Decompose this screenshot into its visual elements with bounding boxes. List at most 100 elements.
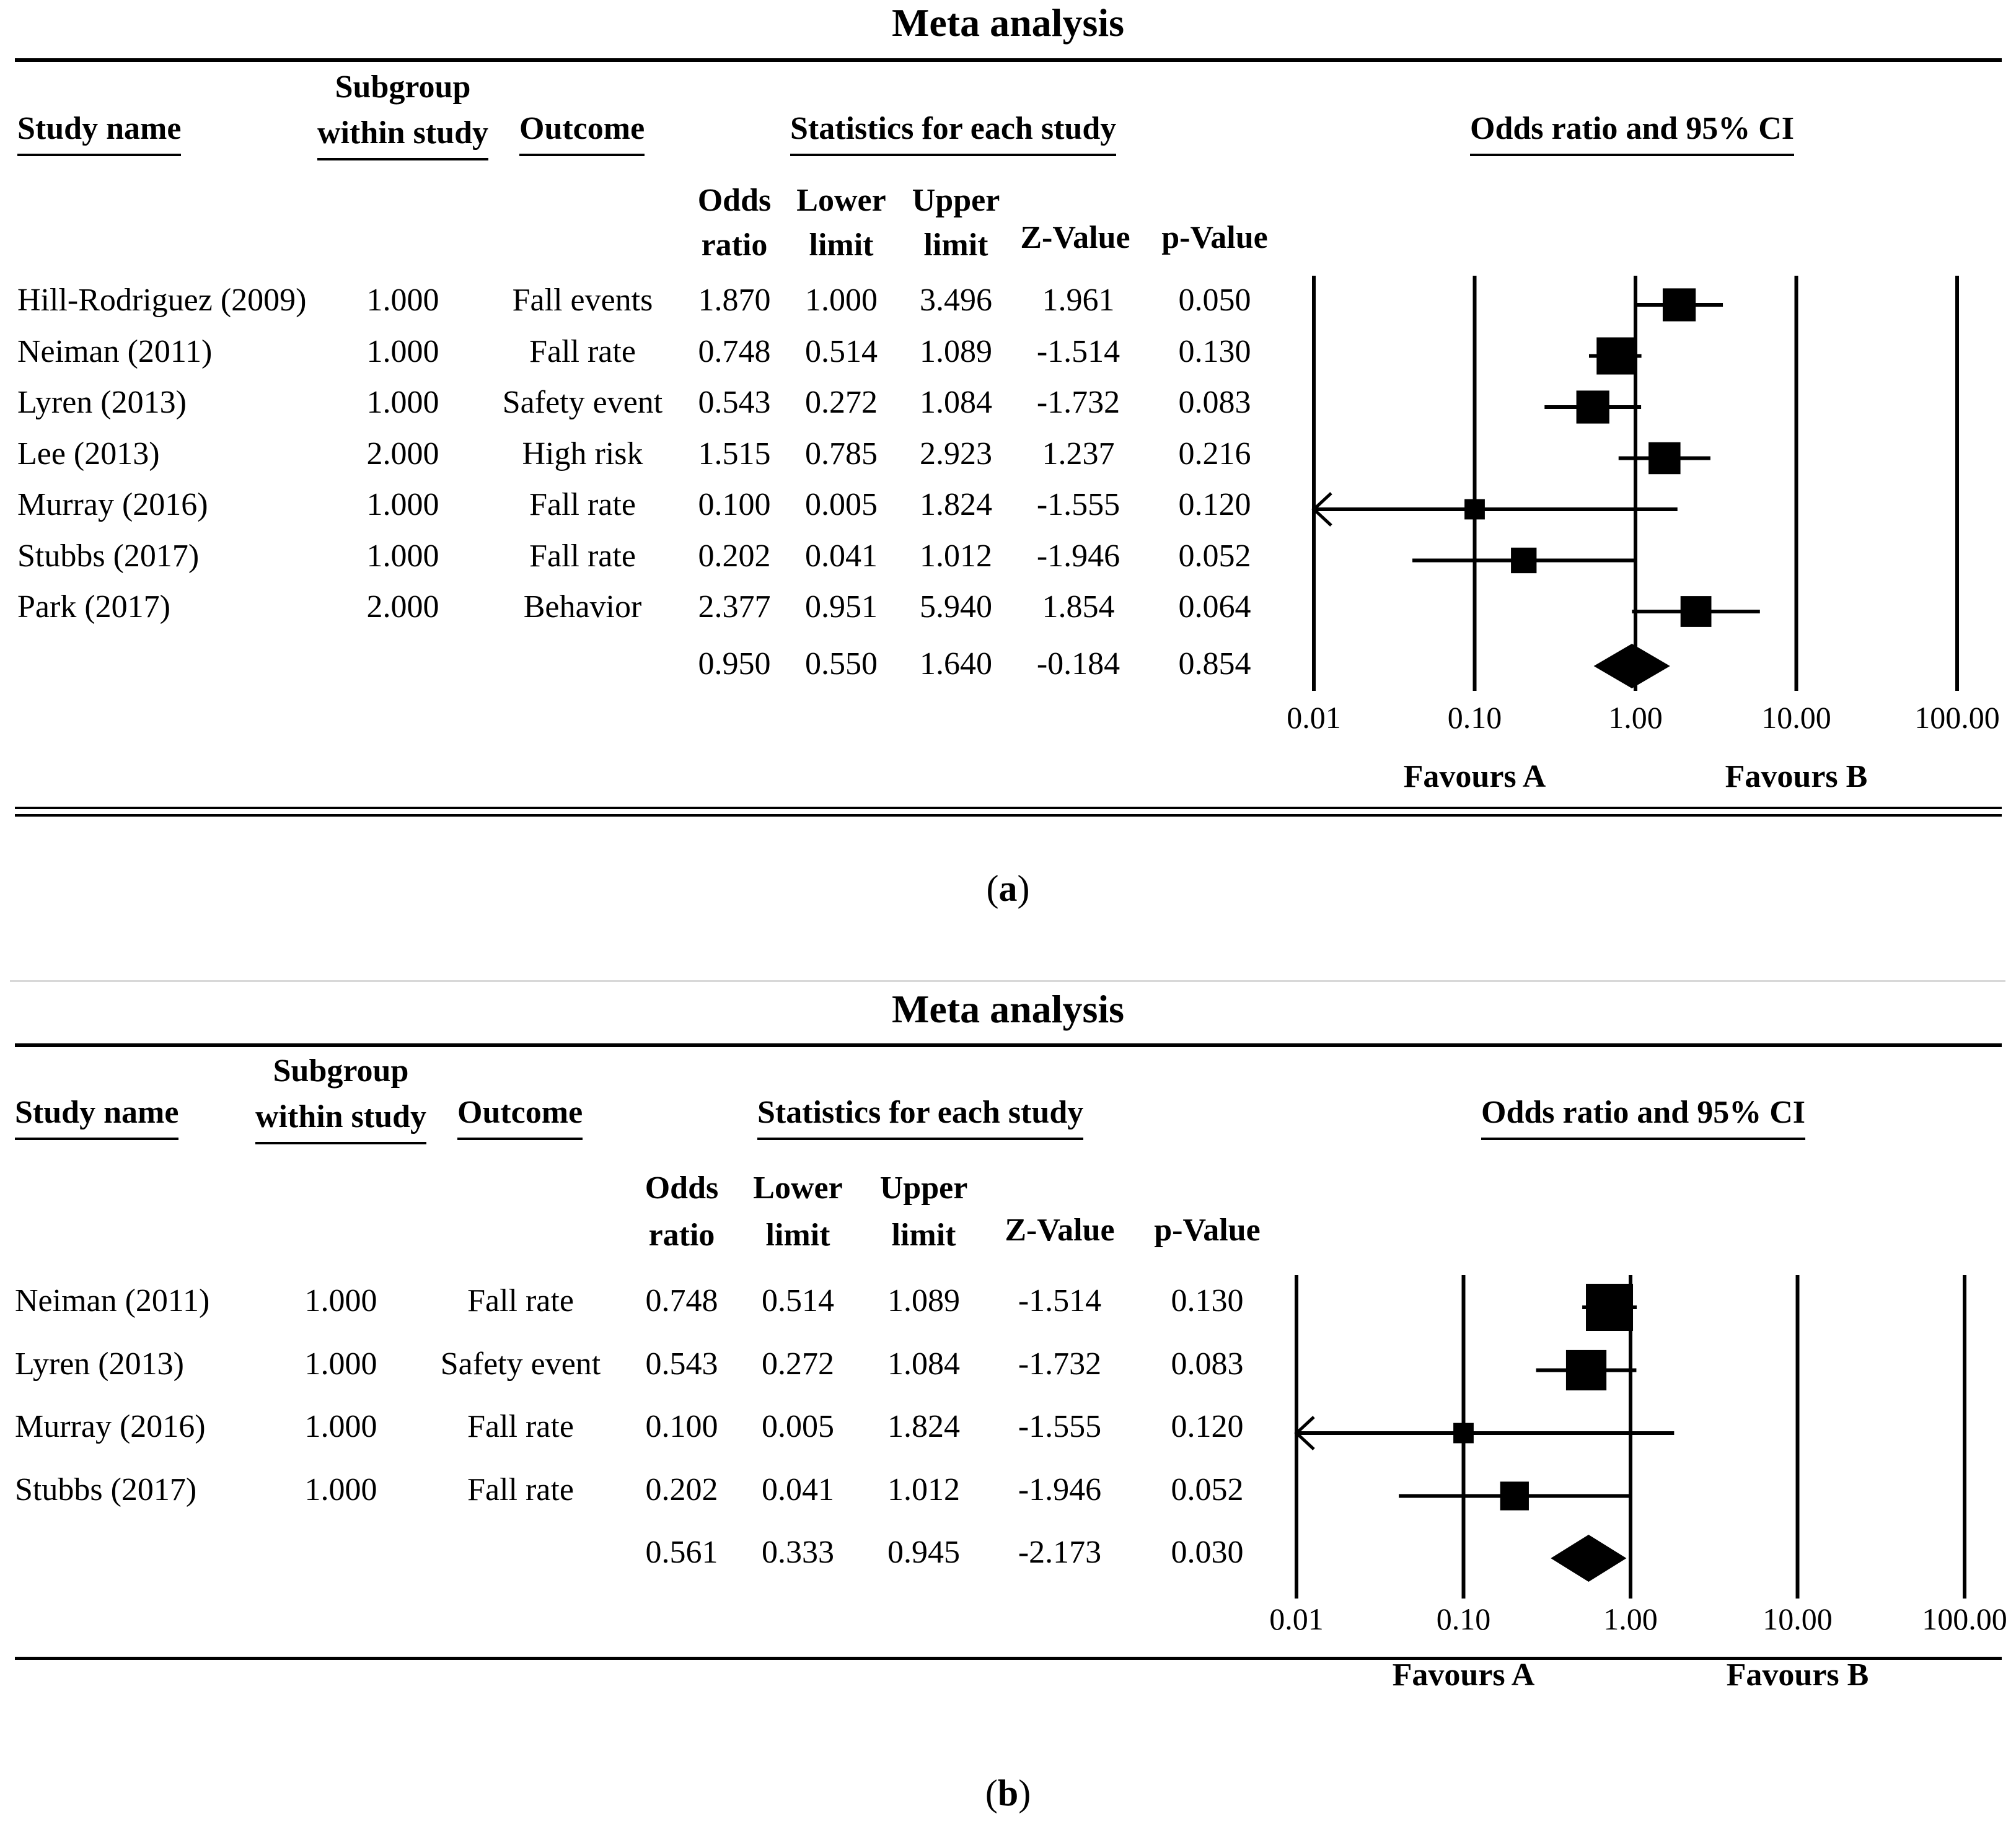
cell-or: 0.202 xyxy=(645,1472,718,1507)
ci-arrow xyxy=(1311,492,1332,527)
cell-study: Murray (2016) xyxy=(17,487,208,522)
cell-z: -1.946 xyxy=(1036,538,1120,574)
summary-or: 0.561 xyxy=(645,1535,718,1570)
cell-subgroup: 1.000 xyxy=(366,538,439,574)
summary-upper: 0.945 xyxy=(887,1535,960,1570)
cell-lower: 0.785 xyxy=(805,436,878,472)
cell-subgroup: 1.000 xyxy=(304,1283,377,1318)
cell-z: -1.555 xyxy=(1018,1409,1102,1444)
summary-p: 0.030 xyxy=(1171,1535,1244,1570)
cell-study: Neiman (2011) xyxy=(15,1283,210,1318)
summary-diamond xyxy=(1593,644,1670,688)
cell-lower: 0.272 xyxy=(762,1346,834,1382)
cell-p: 0.083 xyxy=(1178,385,1251,420)
cell-subgroup: 1.000 xyxy=(304,1472,377,1507)
header-statistics: Statistics for each study xyxy=(757,1094,1084,1140)
header-outcome: Outcome xyxy=(519,110,645,156)
cell-study: Park (2017) xyxy=(17,589,170,625)
tick-label: 1.00 xyxy=(1603,1602,1658,1636)
cell-outcome: Safety event xyxy=(502,385,663,420)
panel-title: Meta analysis xyxy=(891,987,1125,1031)
tick-label: 10.00 xyxy=(1761,700,1831,735)
cell-upper: 2.923 xyxy=(920,436,992,472)
cell-or: 0.748 xyxy=(698,333,771,369)
cell-study: Lee (2013) xyxy=(17,436,160,472)
cell-study: Murray (2016) xyxy=(15,1409,206,1444)
cell-p: 0.052 xyxy=(1178,538,1251,574)
cell-outcome: Fall rate xyxy=(529,487,636,522)
header-subgroup: Subgroup within study xyxy=(248,1048,434,1144)
col-header-odds-ratio: Odds ratio xyxy=(645,1170,719,1253)
col-header-lower-limit: Lower limit xyxy=(796,183,886,263)
summary-p: 0.854 xyxy=(1178,646,1251,682)
favours-b-label: Favours B xyxy=(1727,1657,1869,1693)
effect-marker xyxy=(1464,499,1485,520)
tick-label: 100.00 xyxy=(1914,700,2000,735)
cell-study: Lyren (2013) xyxy=(17,385,187,420)
header-statistics: Statistics for each study xyxy=(790,110,1117,156)
cell-outcome: High risk xyxy=(522,436,643,472)
cell-p: 0.120 xyxy=(1178,487,1251,522)
tick-label: 0.01 xyxy=(1269,1602,1324,1636)
cell-upper: 1.084 xyxy=(920,385,992,420)
col-header-lower-limit: Lower limit xyxy=(753,1170,843,1253)
tick-label: 10.00 xyxy=(1763,1602,1833,1636)
cell-or: 2.377 xyxy=(698,589,771,625)
header-study-name: Study name xyxy=(15,1094,179,1140)
cell-study: Neiman (2011) xyxy=(17,333,213,369)
panel-title: Meta analysis xyxy=(891,1,1125,45)
top-rule xyxy=(15,58,2002,62)
cell-study: Stubbs (2017) xyxy=(15,1472,197,1507)
cell-z: -1.555 xyxy=(1036,487,1120,522)
cell-upper: 1.824 xyxy=(887,1409,960,1444)
col-header-p-value: p-Value xyxy=(1154,1213,1261,1248)
cell-z: 1.237 xyxy=(1042,436,1115,472)
cell-subgroup: 1.000 xyxy=(304,1409,377,1444)
cell-or: 0.543 xyxy=(645,1346,718,1382)
cell-p: 0.050 xyxy=(1178,283,1251,318)
tick-label: 0.01 xyxy=(1287,700,1341,735)
cell-lower: 0.514 xyxy=(805,333,878,369)
cell-lower: 0.041 xyxy=(805,538,878,574)
cell-upper: 3.496 xyxy=(920,283,992,318)
cell-outcome: Fall rate xyxy=(467,1283,574,1318)
col-header-z-value: Z-Value xyxy=(1020,220,1130,255)
cell-subgroup: 1.000 xyxy=(366,487,439,522)
header-odds-ratio-ci: Odds ratio and 95% CI xyxy=(1481,1094,1805,1140)
col-header-odds-ratio: Odds ratio xyxy=(697,183,772,263)
header-odds-ratio-ci: Odds ratio and 95% CI xyxy=(1470,110,1794,156)
effect-marker xyxy=(1662,288,1696,322)
panel-a: Meta analysis Study name Subgroup within… xyxy=(0,0,2016,909)
cell-lower: 0.514 xyxy=(762,1283,834,1318)
cell-p: 0.052 xyxy=(1171,1472,1244,1507)
caption-a: (a) xyxy=(986,868,1030,909)
effect-marker xyxy=(1453,1423,1474,1444)
col-header-p-value: p-Value xyxy=(1161,220,1268,255)
tick-label: 0.10 xyxy=(1448,700,1502,735)
cell-subgroup: 1.000 xyxy=(366,283,439,318)
cell-z: -1.514 xyxy=(1036,333,1120,369)
cell-p: 0.216 xyxy=(1178,436,1251,472)
cell-z: 1.961 xyxy=(1042,283,1115,318)
cell-lower: 0.005 xyxy=(805,487,878,522)
top-rule xyxy=(15,1043,2002,1047)
favours-a-label: Favours A xyxy=(1393,1657,1535,1693)
cell-outcome: Fall rate xyxy=(467,1409,574,1444)
tick-label: 100.00 xyxy=(1922,1602,2007,1636)
cell-p: 0.130 xyxy=(1171,1283,1244,1318)
effect-marker xyxy=(1500,1481,1529,1511)
cell-z: -1.732 xyxy=(1036,385,1120,420)
cell-study: Lyren (2013) xyxy=(15,1346,184,1382)
cell-upper: 5.940 xyxy=(920,589,992,625)
cell-upper: 1.012 xyxy=(887,1472,960,1507)
cell-upper: 1.089 xyxy=(920,333,992,369)
cell-outcome: Fall rate xyxy=(529,333,636,369)
cell-subgroup: 2.000 xyxy=(366,436,439,472)
cell-or: 1.515 xyxy=(698,436,771,472)
cell-p: 0.083 xyxy=(1171,1346,1244,1382)
cell-z: -1.732 xyxy=(1018,1346,1102,1382)
effect-marker xyxy=(1565,1349,1607,1391)
cell-subgroup: 2.000 xyxy=(366,589,439,625)
cell-z: -1.946 xyxy=(1018,1472,1102,1507)
cell-or: 0.748 xyxy=(645,1283,718,1318)
